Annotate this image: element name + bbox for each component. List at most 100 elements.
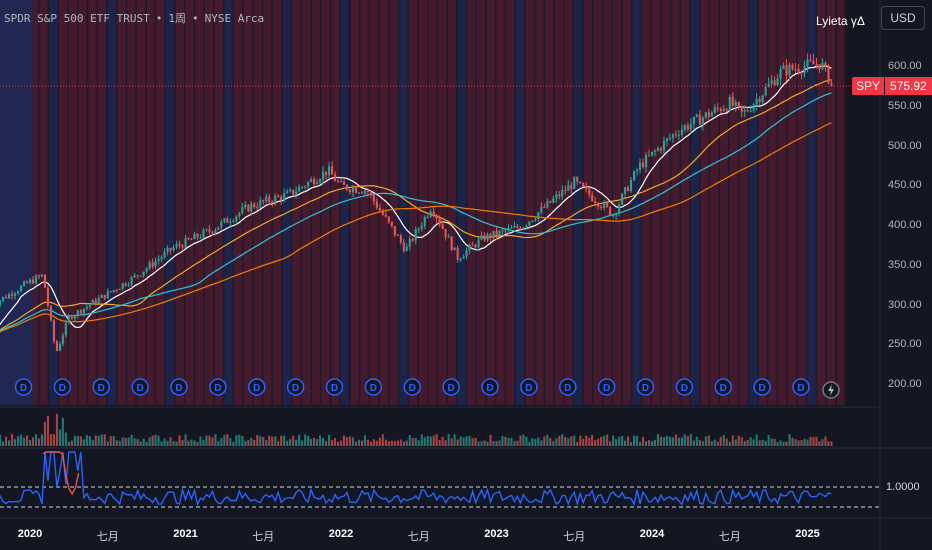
volume-bar	[280, 435, 283, 446]
currency-button[interactable]: USD	[881, 6, 925, 30]
volume-bar	[728, 441, 731, 446]
volume-bar	[761, 439, 764, 446]
candle-body	[342, 181, 345, 185]
candle	[55, 340, 58, 352]
volume-bar	[779, 440, 782, 446]
candle-body	[85, 306, 88, 309]
volume-bar	[827, 441, 830, 446]
candle-body	[37, 275, 40, 277]
volume-bar	[782, 441, 785, 446]
candle	[441, 220, 444, 230]
candle	[668, 133, 671, 141]
candle-body	[351, 187, 354, 193]
candle	[528, 221, 531, 229]
band	[652, 0, 660, 405]
candle-body	[322, 171, 325, 180]
candle-body	[399, 235, 402, 243]
candle	[67, 313, 70, 325]
candle-body	[384, 214, 387, 217]
candle-body	[142, 271, 145, 276]
candle	[208, 225, 211, 235]
volume-bar	[130, 434, 133, 446]
candle	[606, 201, 609, 209]
candle-body	[220, 221, 223, 228]
candle	[713, 104, 716, 115]
candle	[731, 92, 734, 108]
volume-bar	[23, 437, 26, 446]
candle	[806, 53, 809, 73]
candle-body	[253, 203, 256, 208]
band	[379, 0, 388, 405]
candle-body	[459, 258, 462, 261]
band	[447, 0, 456, 405]
band	[438, 0, 447, 405]
dividend-marker: D	[792, 378, 810, 396]
candle	[453, 247, 456, 251]
candle	[558, 191, 561, 200]
candle	[525, 224, 528, 230]
marker-letter: D	[797, 383, 804, 394]
volume-bar	[396, 440, 399, 446]
candle-body	[193, 233, 196, 240]
band	[224, 0, 233, 405]
candle-body	[683, 125, 686, 130]
volume-bar	[570, 436, 573, 446]
volume-bar	[612, 435, 615, 446]
candle-body	[265, 196, 268, 202]
volume-bar	[450, 438, 453, 446]
volume-bar	[600, 436, 603, 446]
candle	[181, 243, 184, 250]
candle	[648, 150, 651, 157]
candle-body	[573, 177, 576, 189]
candle-body	[534, 218, 537, 221]
marker-circle	[520, 378, 538, 396]
volume-bar	[94, 435, 97, 446]
volume-bar	[648, 440, 651, 446]
candle-body	[662, 141, 665, 151]
interval-label[interactable]: 1周	[168, 12, 186, 25]
candle	[498, 229, 501, 238]
band	[515, 0, 524, 405]
candle	[758, 96, 761, 106]
ma-line	[0, 65, 832, 329]
band	[836, 0, 845, 405]
volume-bar	[737, 435, 740, 446]
candle-body	[184, 237, 187, 248]
marker-circle	[325, 378, 344, 396]
band	[399, 0, 408, 405]
candle	[627, 185, 630, 192]
candle	[665, 137, 668, 147]
candle-body	[91, 300, 94, 305]
candle-body	[241, 207, 244, 213]
candle	[827, 64, 830, 85]
volume-bar	[402, 441, 405, 446]
volume-bar	[181, 440, 184, 446]
candle	[73, 314, 76, 321]
candle	[82, 308, 85, 317]
candle-body	[438, 218, 441, 225]
candle	[387, 216, 390, 224]
band	[535, 0, 544, 405]
candle	[564, 185, 567, 195]
volume-bar	[58, 429, 61, 446]
candle	[740, 105, 743, 118]
band	[729, 0, 738, 405]
volume-bar	[749, 437, 752, 446]
candle	[259, 196, 262, 209]
volume-bar	[414, 437, 417, 446]
marker-letter: D	[137, 383, 144, 394]
dividend-marker: D	[364, 378, 383, 396]
volume-bar	[345, 437, 348, 446]
candle	[396, 233, 399, 236]
candle	[788, 62, 791, 81]
exchange-label: NYSE Arca	[204, 12, 265, 25]
candle	[579, 181, 582, 184]
candle	[725, 107, 728, 113]
candle-body	[827, 65, 830, 83]
volume-bar	[755, 434, 758, 446]
volume-bar	[393, 441, 396, 446]
volume-bars	[0, 413, 833, 446]
candle-body	[498, 230, 501, 236]
